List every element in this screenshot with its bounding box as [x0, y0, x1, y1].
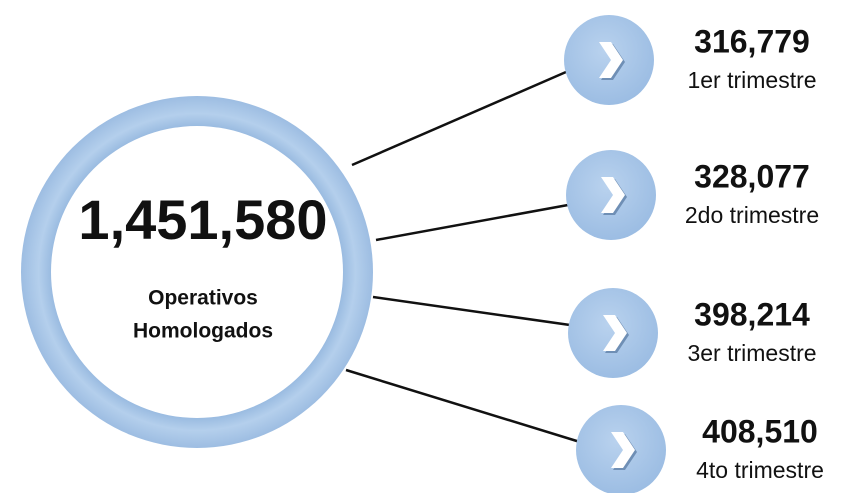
item-value: 328,077: [694, 158, 810, 194]
item-label: 1er trimestre: [687, 67, 816, 93]
chevron: [603, 315, 627, 351]
connector: [351, 70, 567, 167]
item-circle: [568, 288, 658, 378]
connector: [375, 203, 569, 242]
item-label: 2do trimestre: [685, 202, 819, 228]
chevron: [601, 177, 625, 213]
total-label: Operativos: [148, 287, 258, 310]
item-label: 3er trimestre: [687, 340, 816, 366]
connector: [372, 295, 571, 327]
item-circle: [566, 150, 656, 240]
item-circle: [564, 15, 654, 105]
main-inner: [51, 126, 343, 418]
total-value: 1,451,580: [78, 188, 327, 251]
item-value: 398,214: [694, 296, 810, 332]
connector: [345, 368, 581, 444]
item-label: 4to trimestre: [696, 457, 824, 483]
item-value: 408,510: [702, 413, 818, 449]
chevron: [611, 432, 635, 468]
total-label: Homologados: [133, 320, 273, 343]
item-circle: [576, 405, 666, 493]
item-value: 316,779: [694, 23, 810, 59]
connectors: [345, 70, 581, 444]
items: 316,779 1er trimestre 328,077 2do trimestre…: [564, 15, 824, 493]
chevron: [599, 42, 623, 78]
